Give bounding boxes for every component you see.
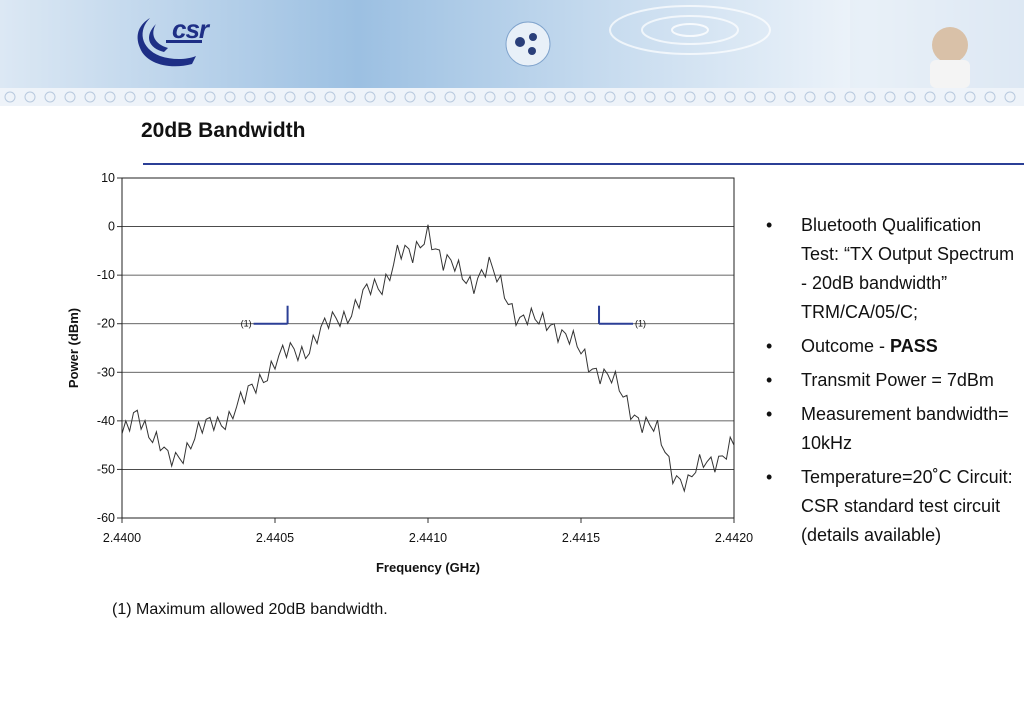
csr-logo-icon — [137, 18, 202, 67]
power-trace-line — [121, 224, 735, 493]
bullet-list: Bluetooth Qualification Test: “TX Output… — [764, 211, 1022, 555]
footnote: (1) Maximum allowed 20dB bandwidth. — [112, 601, 388, 618]
x-tick-label: 2.4400 — [103, 531, 141, 545]
y-tick-label: -60 — [97, 511, 115, 525]
bullet-text: Transmit Power = 7dBm — [801, 370, 994, 390]
bullet-text: Measurement bandwidth= 10kHz — [801, 404, 1009, 453]
mask-marker: (1) — [598, 305, 646, 329]
bullet-item: Measurement bandwidth= 10kHz — [764, 400, 1022, 458]
y-tick-label: 10 — [101, 171, 115, 185]
bullet-item: Bluetooth Qualification Test: “TX Output… — [764, 211, 1022, 327]
x-tick-label: 2.4410 — [409, 531, 447, 545]
y-tick-label: -40 — [97, 414, 115, 428]
x-tick-label: 2.4420 — [715, 531, 753, 545]
y-axis-title: Power (dBm) — [66, 308, 81, 388]
mask-marker: (1) — [241, 305, 289, 329]
csr-logo-text: csr — [172, 14, 209, 44]
mask-label: (1) — [635, 319, 646, 329]
x-tick-label: 2.4405 — [256, 531, 294, 545]
pass-result: PASS — [890, 336, 938, 356]
x-tick-label: 2.4415 — [562, 531, 600, 545]
plot-frame — [121, 177, 735, 519]
x-tick-labels: 2.4400 2.4405 2.4410 2.4415 2.4420 — [103, 531, 753, 545]
y-tick-label: -10 — [97, 268, 115, 282]
bullet-text: Outcome - — [801, 336, 891, 356]
power-spectrum-chart: 10 0 -10 -20 -30 -40 -50 -60 2.4400 2.4405 2.4410… — [66, 171, 753, 575]
bullet-text: Temperature=20˚C Circuit: CSR standard t… — [801, 467, 1013, 545]
header-banner: csr — [0, 0, 1024, 112]
bullet-item: Transmit Power = 7dBm — [764, 366, 1022, 395]
y-tick-label: -50 — [97, 462, 115, 476]
title-divider — [143, 163, 1024, 165]
mask-annotations: (1) (1) — [241, 305, 646, 329]
bullet-text: Bluetooth Qualification Test: “TX Output… — [801, 215, 1015, 322]
y-tick-label: -20 — [97, 317, 115, 331]
grid-lines — [117, 177, 735, 523]
slide-title: 20dB Bandwidth — [141, 119, 306, 142]
y-tick-label: -30 — [97, 365, 115, 379]
bullet-item: Temperature=20˚C Circuit: CSR standard t… — [764, 463, 1022, 550]
banner-artwork — [0, 0, 1024, 106]
mask-label: (1) — [241, 319, 252, 329]
x-axis-title: Frequency (GHz) — [376, 560, 480, 575]
y-tick-labels: 10 0 -10 -20 -30 -40 -50 -60 — [97, 171, 115, 525]
y-tick-label: 0 — [108, 220, 115, 234]
bullet-item: Outcome - PASS — [764, 332, 1022, 361]
